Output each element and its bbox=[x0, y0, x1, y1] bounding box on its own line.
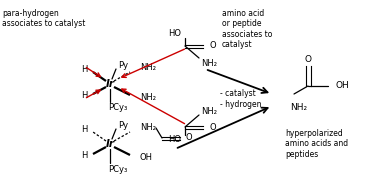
Text: O: O bbox=[305, 54, 311, 63]
Text: H: H bbox=[82, 91, 88, 100]
Text: NH₂: NH₂ bbox=[290, 103, 307, 112]
Text: amino acid
or peptide
associates to
catalyst: amino acid or peptide associates to cata… bbox=[222, 9, 273, 49]
Text: - catalyst
- hydrogen: - catalyst - hydrogen bbox=[220, 89, 262, 109]
Text: HO: HO bbox=[168, 29, 181, 38]
Text: HO: HO bbox=[168, 135, 181, 144]
Text: NH₂: NH₂ bbox=[140, 93, 156, 102]
Text: NH₂: NH₂ bbox=[201, 107, 217, 116]
Text: H: H bbox=[82, 151, 88, 160]
Text: PCy₃: PCy₃ bbox=[108, 103, 127, 112]
Text: NH₂: NH₂ bbox=[140, 123, 156, 132]
Text: Py: Py bbox=[118, 121, 128, 130]
Text: Ir: Ir bbox=[105, 79, 115, 89]
Text: O: O bbox=[209, 42, 215, 50]
Text: Py: Py bbox=[118, 61, 128, 70]
Text: OH: OH bbox=[336, 82, 350, 91]
Text: H: H bbox=[82, 125, 88, 135]
Text: hyperpolarized
amino acids and
peptides: hyperpolarized amino acids and peptides bbox=[285, 129, 348, 159]
Text: NH₂: NH₂ bbox=[140, 63, 156, 72]
Text: PCy₃: PCy₃ bbox=[108, 164, 127, 174]
Text: O: O bbox=[186, 134, 193, 142]
Text: para-hydrogen
associates to catalyst: para-hydrogen associates to catalyst bbox=[2, 9, 85, 28]
Text: OH: OH bbox=[140, 153, 153, 162]
Text: O: O bbox=[209, 123, 215, 132]
Text: Ir: Ir bbox=[105, 139, 115, 149]
Text: H: H bbox=[82, 66, 88, 75]
Text: NH₂: NH₂ bbox=[201, 59, 217, 68]
